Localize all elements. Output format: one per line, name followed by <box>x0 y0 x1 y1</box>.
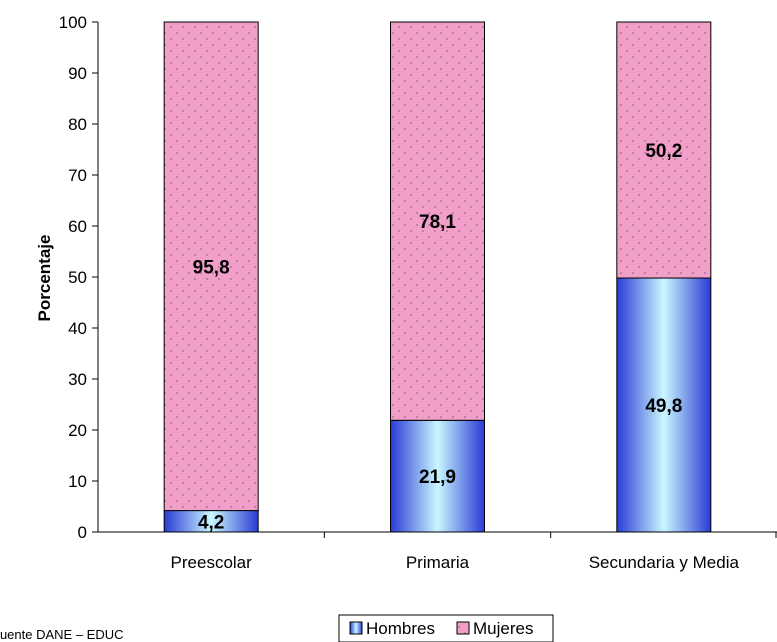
y-tick-label: 80 <box>68 115 87 134</box>
bar-mujeres-2 <box>390 21 485 421</box>
x-category-label: Preescolar <box>171 553 253 572</box>
y-tick-label: 100 <box>59 13 87 32</box>
y-tick-label: 50 <box>68 268 87 287</box>
x-category-label: Primaria <box>406 553 470 572</box>
data-label-hombres-1: 4,2 <box>198 512 224 533</box>
bar-hombres-2 <box>390 419 485 533</box>
y-tick-label: 70 <box>68 166 87 185</box>
legend-label-hombres: Hombres <box>366 619 435 638</box>
x-category-label: Secundaria y Media <box>589 553 740 572</box>
y-axis-title: Porcentaje <box>35 235 54 322</box>
footnote: Fuente DANE – EDUC <box>0 627 124 642</box>
data-label-hombres-2: 21,9 <box>419 467 456 488</box>
data-label-mujeres-1: 95,8 <box>193 257 230 278</box>
bar-mujeres-3 <box>616 21 712 279</box>
legend-swatch-hombres <box>349 621 363 635</box>
y-tick-label: 40 <box>68 319 87 338</box>
data-label-mujeres-2: 78,1 <box>419 212 456 233</box>
bar-hombres-3 <box>616 277 712 533</box>
legend-label-mujeres: Mujeres <box>473 619 533 638</box>
data-labels: 4,2 95,8 21,9 78,1 49,8 50,2 <box>193 141 683 533</box>
bar-mujeres-1 <box>163 21 259 512</box>
data-label-mujeres-3: 50,2 <box>645 141 682 162</box>
bars <box>163 21 712 533</box>
y-tick-label: 30 <box>68 370 87 389</box>
y-tick-label: 0 <box>78 523 87 542</box>
legend: Hombres Mujeres <box>338 614 554 642</box>
legend-swatch-mujeres <box>456 621 470 635</box>
axes: 0 10 20 30 40 50 60 70 80 90 100 Preescolar Primaria… <box>59 13 777 572</box>
legend-box <box>338 614 554 642</box>
y-tick-label: 10 <box>68 472 87 491</box>
data-label-hombres-3: 49,8 <box>645 396 682 417</box>
y-tick-label: 20 <box>68 421 87 440</box>
y-tick-label: 60 <box>68 217 87 236</box>
y-tick-label: 90 <box>68 64 87 83</box>
